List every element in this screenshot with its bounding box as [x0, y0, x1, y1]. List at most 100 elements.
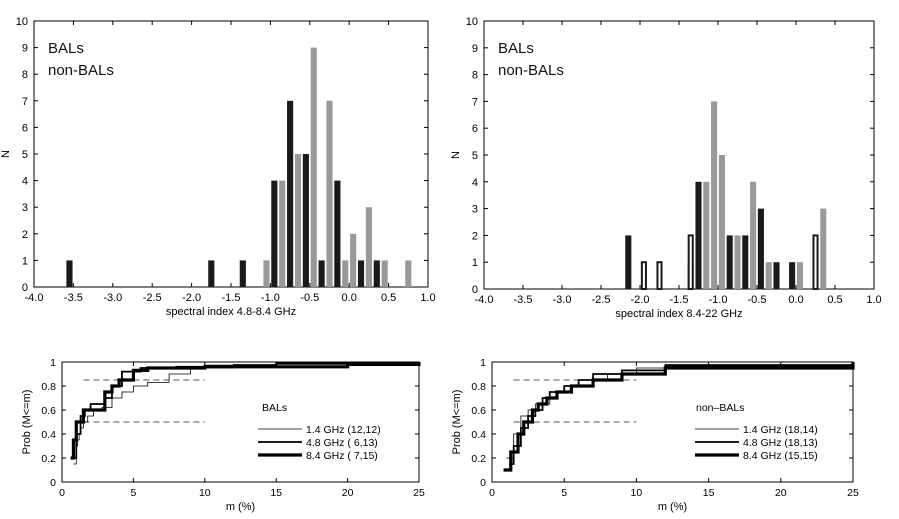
- chart-panel-1: -4.0 -3.5 -3.0 -2.5 -2.0 -1.5 -1.0 -0.5 0.0 0.5 1.…: [0, 16, 436, 318]
- x-tick-label: 0.5: [827, 294, 842, 306]
- plot-frame: [491, 361, 854, 483]
- legend-label: 1.4 GHz (18,14): [743, 424, 818, 436]
- legend-label: 1.4 GHz (12,12): [306, 424, 381, 436]
- x-tick-label: 5: [561, 487, 567, 499]
- y-tick-label: 1: [22, 255, 28, 267]
- y-tick-label: 1: [472, 257, 478, 269]
- x-tick-label: 15: [703, 487, 715, 499]
- bar-non-bals: [703, 181, 710, 289]
- x-tick-label: -2.5: [592, 294, 611, 306]
- x-tick-label: -4.0: [475, 294, 494, 306]
- y-tick-label: 0.4: [41, 429, 56, 441]
- x-tick-label: 20: [775, 487, 787, 499]
- bar-outline: [687, 234, 694, 290]
- bar-bals: [334, 180, 341, 287]
- cdf-line-2: [509, 362, 854, 465]
- y-tick-label: 0.6: [41, 405, 56, 417]
- y-tick-label: 4: [22, 176, 28, 188]
- bar-bals: [757, 208, 764, 289]
- y-tick-label: 5: [22, 149, 28, 161]
- bar-bals: [373, 260, 380, 287]
- y-tick-label: 9: [22, 43, 28, 55]
- x-tick-label: 25: [413, 487, 425, 499]
- y-tick-label: 0.4: [471, 429, 486, 441]
- bar-non-bals: [718, 155, 725, 289]
- legend-label: 4.8 GHz (18,13): [743, 437, 818, 449]
- x-tick-label: -3.5: [64, 292, 83, 304]
- bar-non-bals: [711, 101, 718, 290]
- x-tick-label: -2.5: [143, 292, 162, 304]
- legend-label: BALs: [48, 40, 84, 57]
- cdf-line-3: [70, 362, 421, 460]
- bar-bals: [625, 235, 632, 289]
- bar-bals: [789, 262, 796, 289]
- y-axis-label: Prob (M<=m): [21, 390, 33, 455]
- y-tick-label: 6: [22, 122, 28, 134]
- y-tick-label: 7: [472, 96, 478, 108]
- cdf-line-1: [73, 362, 420, 465]
- y-tick-label: 0: [22, 282, 28, 294]
- y-tick-label: 5: [472, 150, 478, 162]
- legend-label: 8.4 GHz ( 7,15): [306, 450, 378, 462]
- x-tick-label: -2.0: [631, 294, 650, 306]
- bar-non-bals: [734, 235, 741, 289]
- y-tick-label: 4: [472, 177, 478, 189]
- legend-label: non-BALs: [498, 62, 564, 79]
- bar-non-bals: [263, 260, 270, 287]
- plot-frame: [61, 361, 420, 483]
- x-tick-label: -1.5: [222, 292, 241, 304]
- y-tick-label: 0: [480, 477, 486, 489]
- x-tick-label: -4.0: [25, 292, 44, 304]
- bar-non-bals: [405, 260, 412, 287]
- x-tick-label: 0.0: [788, 294, 803, 306]
- chart-panel-2: -4.0 -3.5 -3.0 -2.5 -2.0 -1.5 -1.0 -0.5 0.0 0.5 1.…: [450, 16, 882, 320]
- y-tick-label: 0.2: [471, 453, 486, 465]
- bar-bals: [287, 100, 294, 287]
- y-tick-label: 8: [22, 69, 28, 81]
- bar-bals: [271, 180, 278, 287]
- x-tick-label: -3.0: [103, 292, 122, 304]
- y-axis-label: N: [0, 150, 12, 158]
- x-tick-label: 0.5: [381, 292, 396, 304]
- x-tick-label: 5: [130, 487, 136, 499]
- legend-label: non-BALs: [48, 62, 114, 79]
- bar-outline: [812, 234, 819, 290]
- bar-bals: [239, 260, 246, 287]
- bar-non-bals: [279, 180, 286, 287]
- bar-non-bals: [796, 262, 803, 289]
- x-tick-label: 25: [847, 487, 859, 499]
- x-tick-label: 10: [199, 487, 211, 499]
- chart-panel-3: 0 5 10 15 20 25 0 0.2 0.4 0.6 0.8 1 m (%) Prob (M<=m)…: [21, 357, 425, 513]
- x-tick-label: 1.0: [866, 294, 881, 306]
- x-tick-label: -1.0: [709, 294, 728, 306]
- y-tick-label: 0.2: [41, 453, 56, 465]
- y-tick-label: 0.6: [471, 405, 486, 417]
- y-tick-label: 10: [466, 16, 478, 28]
- legend-title: BALs: [262, 402, 287, 414]
- bar-non-bals: [381, 260, 388, 287]
- x-tick-label: 0: [489, 487, 495, 499]
- y-tick-label: 0: [472, 284, 478, 296]
- y-axis-label: Prob (M<=m): [451, 390, 463, 455]
- y-tick-label: 8: [472, 70, 478, 82]
- y-axis-label: N: [450, 151, 462, 159]
- bar-outline: [656, 261, 663, 291]
- bar-bals: [695, 181, 702, 289]
- y-tick-label: 0: [50, 477, 56, 489]
- x-tick-label: -3.0: [553, 294, 572, 306]
- y-tick-label: 2: [472, 230, 478, 242]
- bar-non-bals: [820, 208, 827, 289]
- x-axis-label: spectral index 4.8-8.4 GHz: [166, 306, 296, 318]
- bar-non-bals: [765, 262, 772, 289]
- legend-label: BALs: [498, 40, 534, 57]
- x-axis-label: spectral index 8.4-22 GHz: [615, 308, 742, 320]
- bar-bals: [773, 262, 780, 289]
- bar-outline: [640, 261, 647, 291]
- x-tick-label: -2.0: [182, 292, 201, 304]
- y-tick-label: 10: [16, 16, 28, 28]
- bar-non-bals: [365, 207, 372, 287]
- y-tick-label: 7: [22, 96, 28, 108]
- bar-non-bals: [750, 181, 757, 289]
- y-tick-label: 0.8: [41, 381, 56, 393]
